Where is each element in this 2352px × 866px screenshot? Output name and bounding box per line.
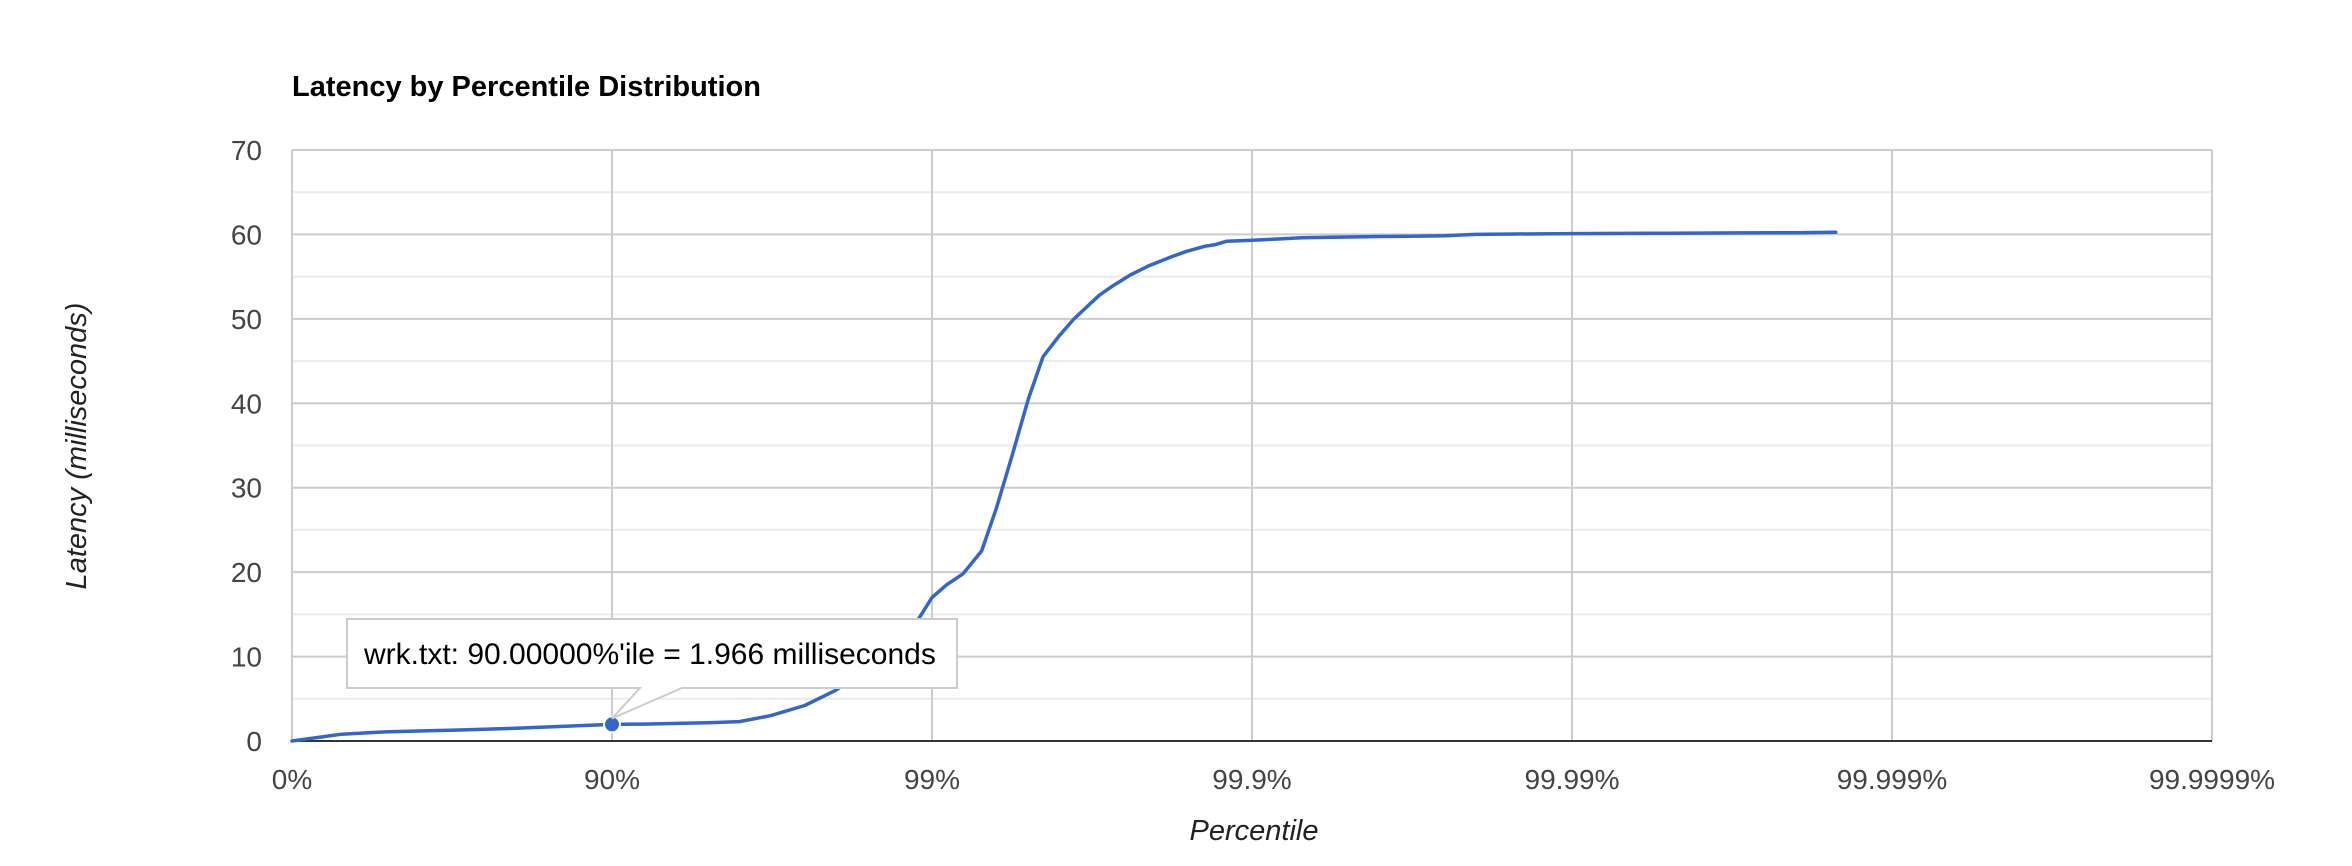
- x-tick-label: 99.999%: [1837, 764, 1948, 795]
- series-line: [290, 230, 1838, 743]
- x-tick-label: 99.9%: [1212, 764, 1291, 795]
- tooltip: wrk.txt: 90.00000%'ile = 1.966 milliseco…: [346, 618, 958, 720]
- tick-labels: 0 10 20 30 40 50 60 70 0% 90% 99% 99.9% 99.99% 99.999…: [231, 135, 2275, 795]
- tooltip-box: [346, 618, 958, 720]
- y-tick-label: 20: [231, 557, 262, 588]
- y-tick-label: 60: [231, 219, 262, 250]
- y-tick-label: 10: [231, 642, 262, 673]
- y-tick-label: 70: [231, 135, 262, 166]
- x-tick-label: 99%: [904, 764, 960, 795]
- y-tick-label: 40: [231, 388, 262, 419]
- x-tick-label: 90%: [584, 764, 640, 795]
- tooltip-text: wrk.txt: 90.00000%'ile = 1.966 milliseco…: [363, 638, 936, 671]
- plot-area: [290, 230, 1838, 743]
- x-tick-label: 99.99%: [1525, 764, 1620, 795]
- x-tick-label: 0%: [272, 764, 312, 795]
- y-tick-label: 30: [231, 473, 262, 504]
- x-axis-label: Percentile: [1190, 815, 1319, 847]
- chart-title: Latency by Percentile Distribution: [292, 71, 761, 103]
- grid: [291, 149, 2213, 742]
- x-tick-label: 99.9999%: [2149, 764, 2275, 795]
- highlight-point: [603, 715, 621, 734]
- y-tick-label: 50: [231, 304, 262, 335]
- y-axis-label: Latency (milliseconds): [61, 303, 93, 590]
- y-tick-label: 0: [246, 726, 262, 757]
